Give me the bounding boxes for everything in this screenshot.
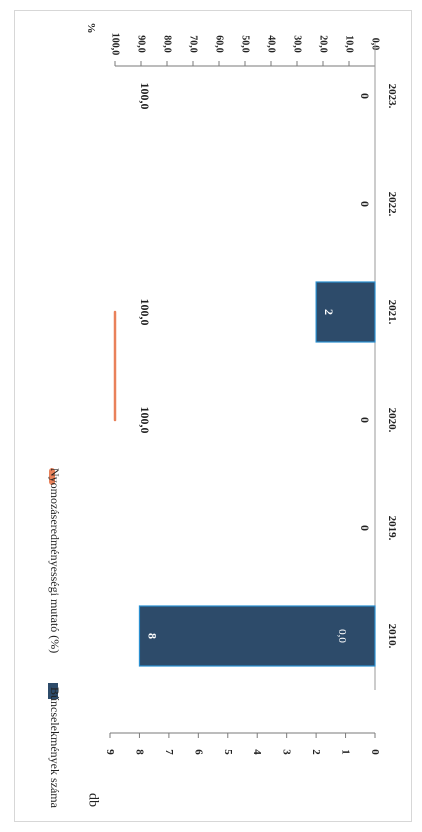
category-label: 2022. bbox=[386, 192, 398, 217]
right-axis-tick-label: 30,0 bbox=[292, 35, 303, 53]
category-label: 2023. bbox=[386, 84, 398, 109]
left-axis-tick-label: 2 bbox=[310, 749, 322, 755]
left-axis-tick-label: 1 bbox=[340, 749, 352, 755]
line-value-label: 0,0 bbox=[336, 629, 348, 643]
category-label: 2010. bbox=[386, 624, 398, 649]
line-value-label: 100,0 bbox=[138, 407, 152, 434]
bar-value-label: 8 bbox=[145, 633, 159, 639]
left-axis-tick-label: 3 bbox=[281, 749, 293, 755]
legend-marker-bars bbox=[48, 683, 58, 699]
right-axis-tick-label: 10,0 bbox=[344, 35, 355, 53]
bar-value-label: 0 bbox=[358, 201, 372, 207]
bar-value-label: 0 bbox=[358, 93, 372, 99]
left-axis-title: db bbox=[86, 793, 101, 807]
bar-value-label: 0 bbox=[358, 525, 372, 531]
left-axis-tick-label: 4 bbox=[251, 749, 263, 755]
category-label: 2021. bbox=[386, 300, 398, 325]
left-axis-tick-label: 5 bbox=[222, 749, 234, 755]
left-axis-tick-label: 6 bbox=[192, 749, 204, 755]
left-axis-tick-label: 9 bbox=[104, 749, 116, 755]
legend-label-line: Nyomozáseredményességi mutató (%) bbox=[48, 468, 62, 653]
line-value-label: 100,0 bbox=[138, 83, 152, 110]
bar-value-label: 2 bbox=[322, 309, 336, 315]
left-axis-tick-label: 7 bbox=[163, 749, 175, 755]
bar bbox=[138, 605, 376, 667]
bar bbox=[315, 281, 376, 343]
right-axis-tick-label: 40,0 bbox=[266, 35, 277, 53]
right-axis-tick-label: 50,0 bbox=[240, 35, 251, 53]
bar-value-label: 0 bbox=[358, 417, 372, 423]
legend-label-bars: Bűncselekmények száma bbox=[48, 687, 62, 809]
right-axis-tick-label: 70,0 bbox=[188, 35, 199, 53]
category-label: 2019. bbox=[386, 516, 398, 541]
right-axis-tick-label: 80,0 bbox=[162, 35, 173, 53]
right-axis-tick-label: 100,0 bbox=[110, 33, 121, 56]
chart-frame bbox=[14, 10, 412, 822]
right-axis-tick-label: 90,0 bbox=[136, 35, 147, 53]
category-label: 2020. bbox=[386, 408, 398, 433]
right-axis-tick-label: 20,0 bbox=[318, 35, 329, 53]
left-axis-tick-label: 8 bbox=[133, 749, 145, 755]
right-axis-title: % bbox=[85, 23, 97, 34]
right-axis-tick-label: 60,0 bbox=[214, 35, 225, 53]
left-axis-tick-label: 0 bbox=[369, 749, 381, 755]
line-value-label: 100,0 bbox=[138, 299, 152, 326]
